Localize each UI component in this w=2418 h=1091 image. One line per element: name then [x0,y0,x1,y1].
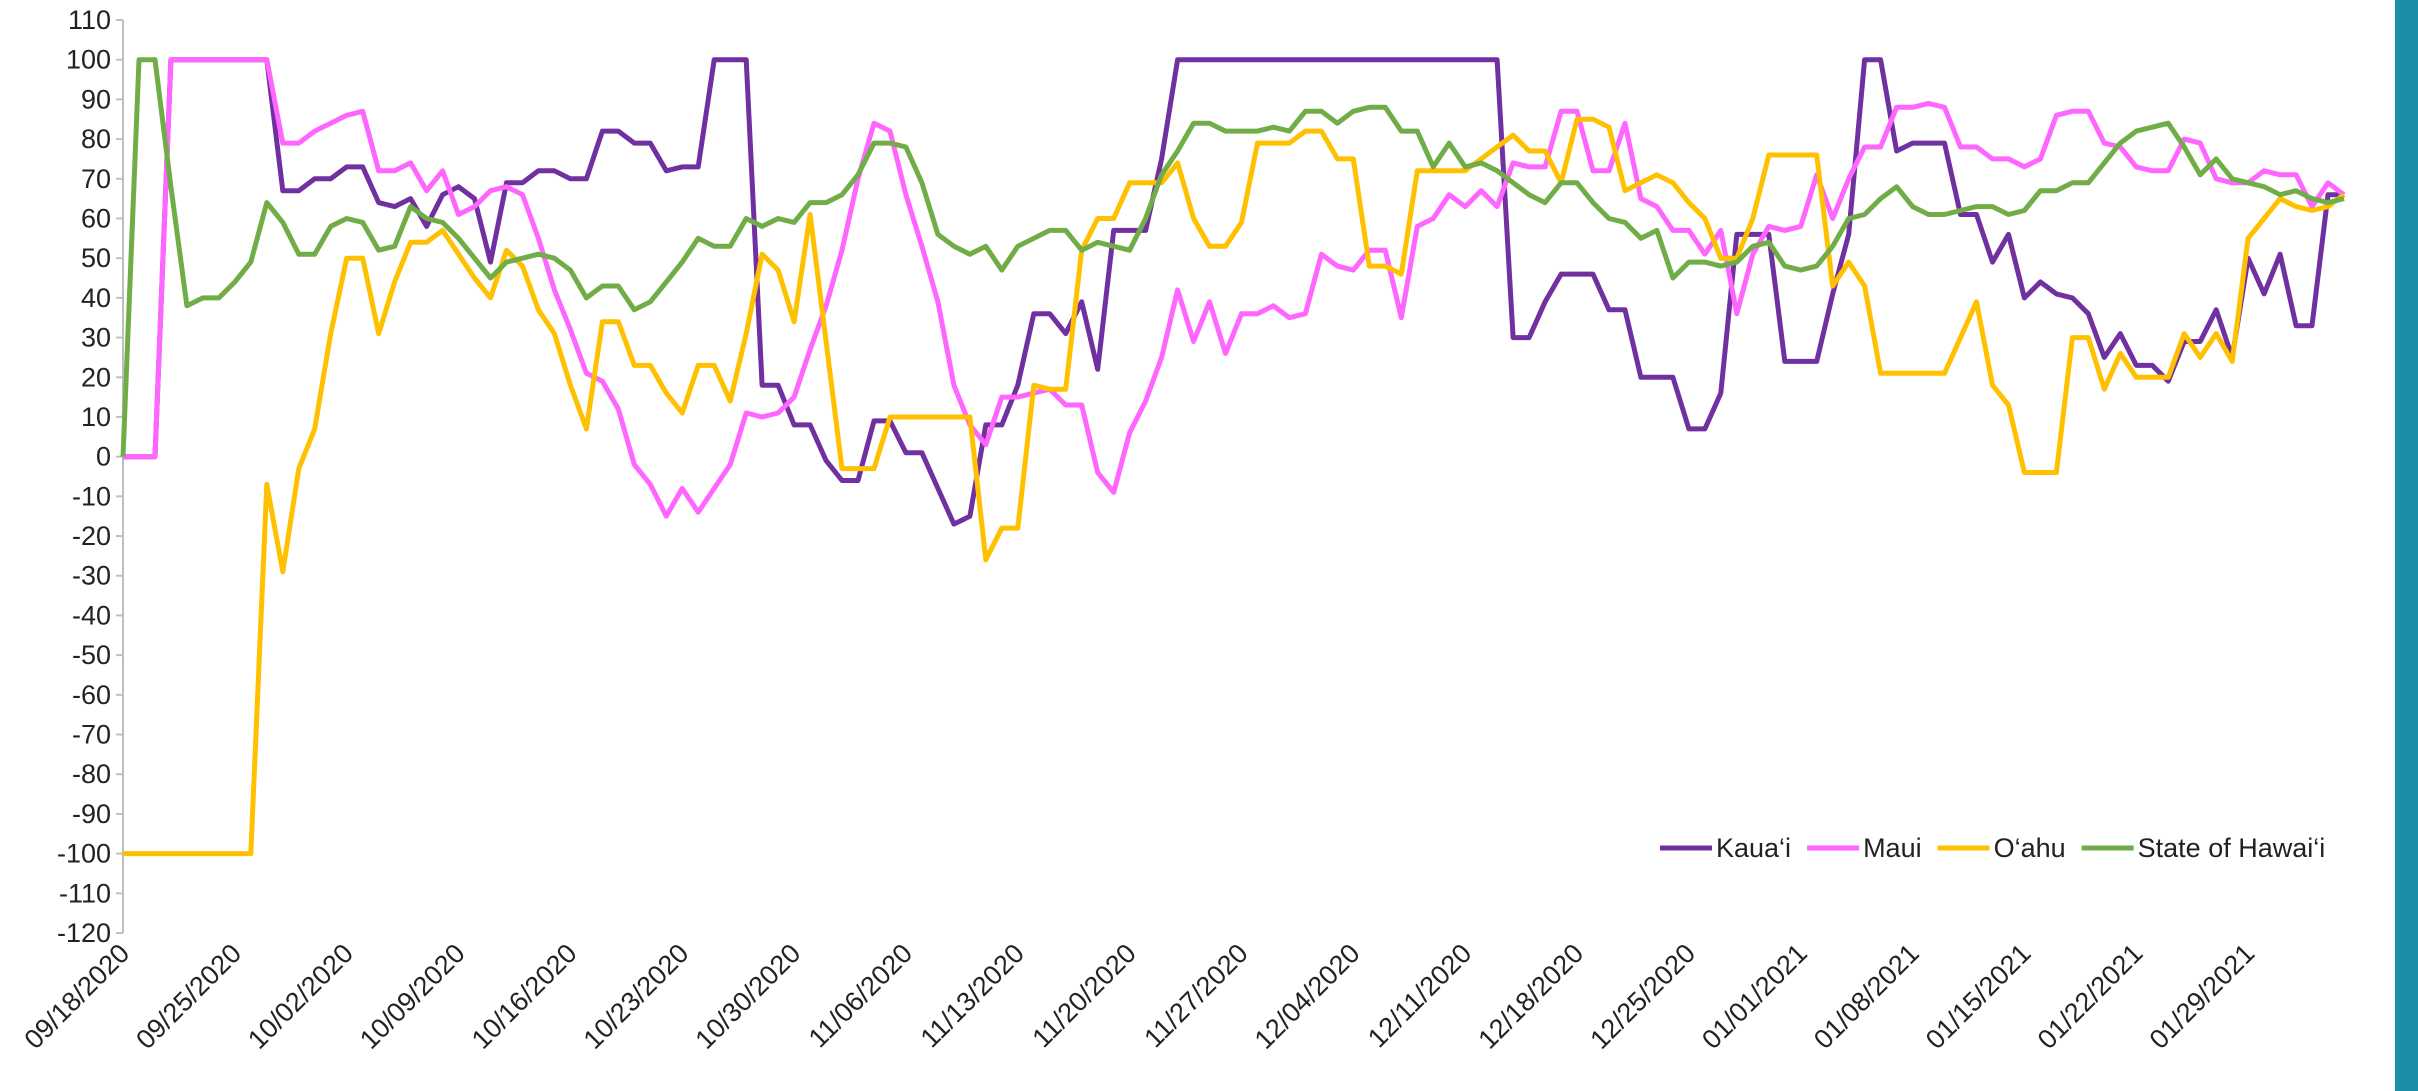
side-strip [2395,0,2418,1091]
x-tick-label: 01/15/2021 [1920,938,2037,1055]
series-line [120,57,2345,457]
x-tick-label: 10/23/2020 [578,938,695,1055]
x-tick-label: 12/18/2020 [1473,938,1590,1055]
legend-label: O‘ahu [1994,833,2066,863]
x-tick-label: 09/18/2020 [18,938,135,1055]
x-tick-label: 12/04/2020 [1249,938,1366,1055]
y-tick-label: 40 [81,283,111,313]
y-tick-label: 110 [68,5,111,35]
y-tick-label: -20 [72,521,111,551]
series-line [123,57,2344,527]
x-tick-label: 10/02/2020 [242,938,359,1055]
y-tick-label: -30 [72,561,111,591]
y-tick-label: 20 [81,362,111,392]
x-tick-label: 12/25/2020 [1584,938,1701,1055]
legend-label: Maui [1863,833,1922,863]
x-tick-label: 01/29/2021 [2144,938,2261,1055]
x-tick-label: 10/30/2020 [690,938,807,1055]
y-tick-label: -60 [72,680,111,710]
x-tick-label: 01/01/2021 [1696,938,1813,1055]
x-tick-label: 12/11/2020 [1362,938,1477,1053]
x-tick-label: 11/20/2020 [1027,938,1142,1053]
y-tick-label: -10 [72,481,111,511]
y-tick-label: -80 [72,759,111,789]
y-tick-label: 0 [96,442,111,472]
y-tick-label: 50 [81,243,111,273]
y-tick-label: 80 [81,124,111,154]
legend-label: State of Hawai‘i [2138,833,2326,863]
x-tick-label: 11/06/2020 [803,938,918,1053]
y-tick-label: 10 [81,402,111,432]
x-tick-label: 09/25/2020 [130,938,247,1055]
y-tick-label: -120 [57,918,111,948]
x-tick-label: 11/27/2020 [1138,938,1253,1053]
y-tick-label: -50 [72,640,111,670]
y-tick-label: -90 [72,799,111,829]
y-tick-label: -100 [57,839,111,869]
y-tick-label: 60 [81,203,111,233]
y-tick-label: -70 [72,720,111,750]
y-tick-label: -40 [72,600,111,630]
x-tick-label: 01/08/2021 [1808,938,1925,1055]
x-tick-label: 01/22/2021 [2032,938,2149,1055]
legend-label: Kaua‘i [1716,833,1791,863]
y-tick-label: 70 [81,164,111,194]
x-tick-label: 11/13/2020 [915,938,1030,1053]
y-tick-label: 90 [81,84,111,114]
legend: Kaua‘i Maui O‘ahu State of Hawai‘i [1660,833,2325,863]
y-tick-label: 100 [66,45,111,75]
y-tick-label: -110 [59,878,111,908]
x-tick-label: 10/09/2020 [354,938,471,1055]
series-line [123,57,2346,519]
x-tick-label: 10/16/2020 [466,938,583,1055]
series-line [123,116,2346,857]
y-tick-label: 30 [81,323,111,353]
